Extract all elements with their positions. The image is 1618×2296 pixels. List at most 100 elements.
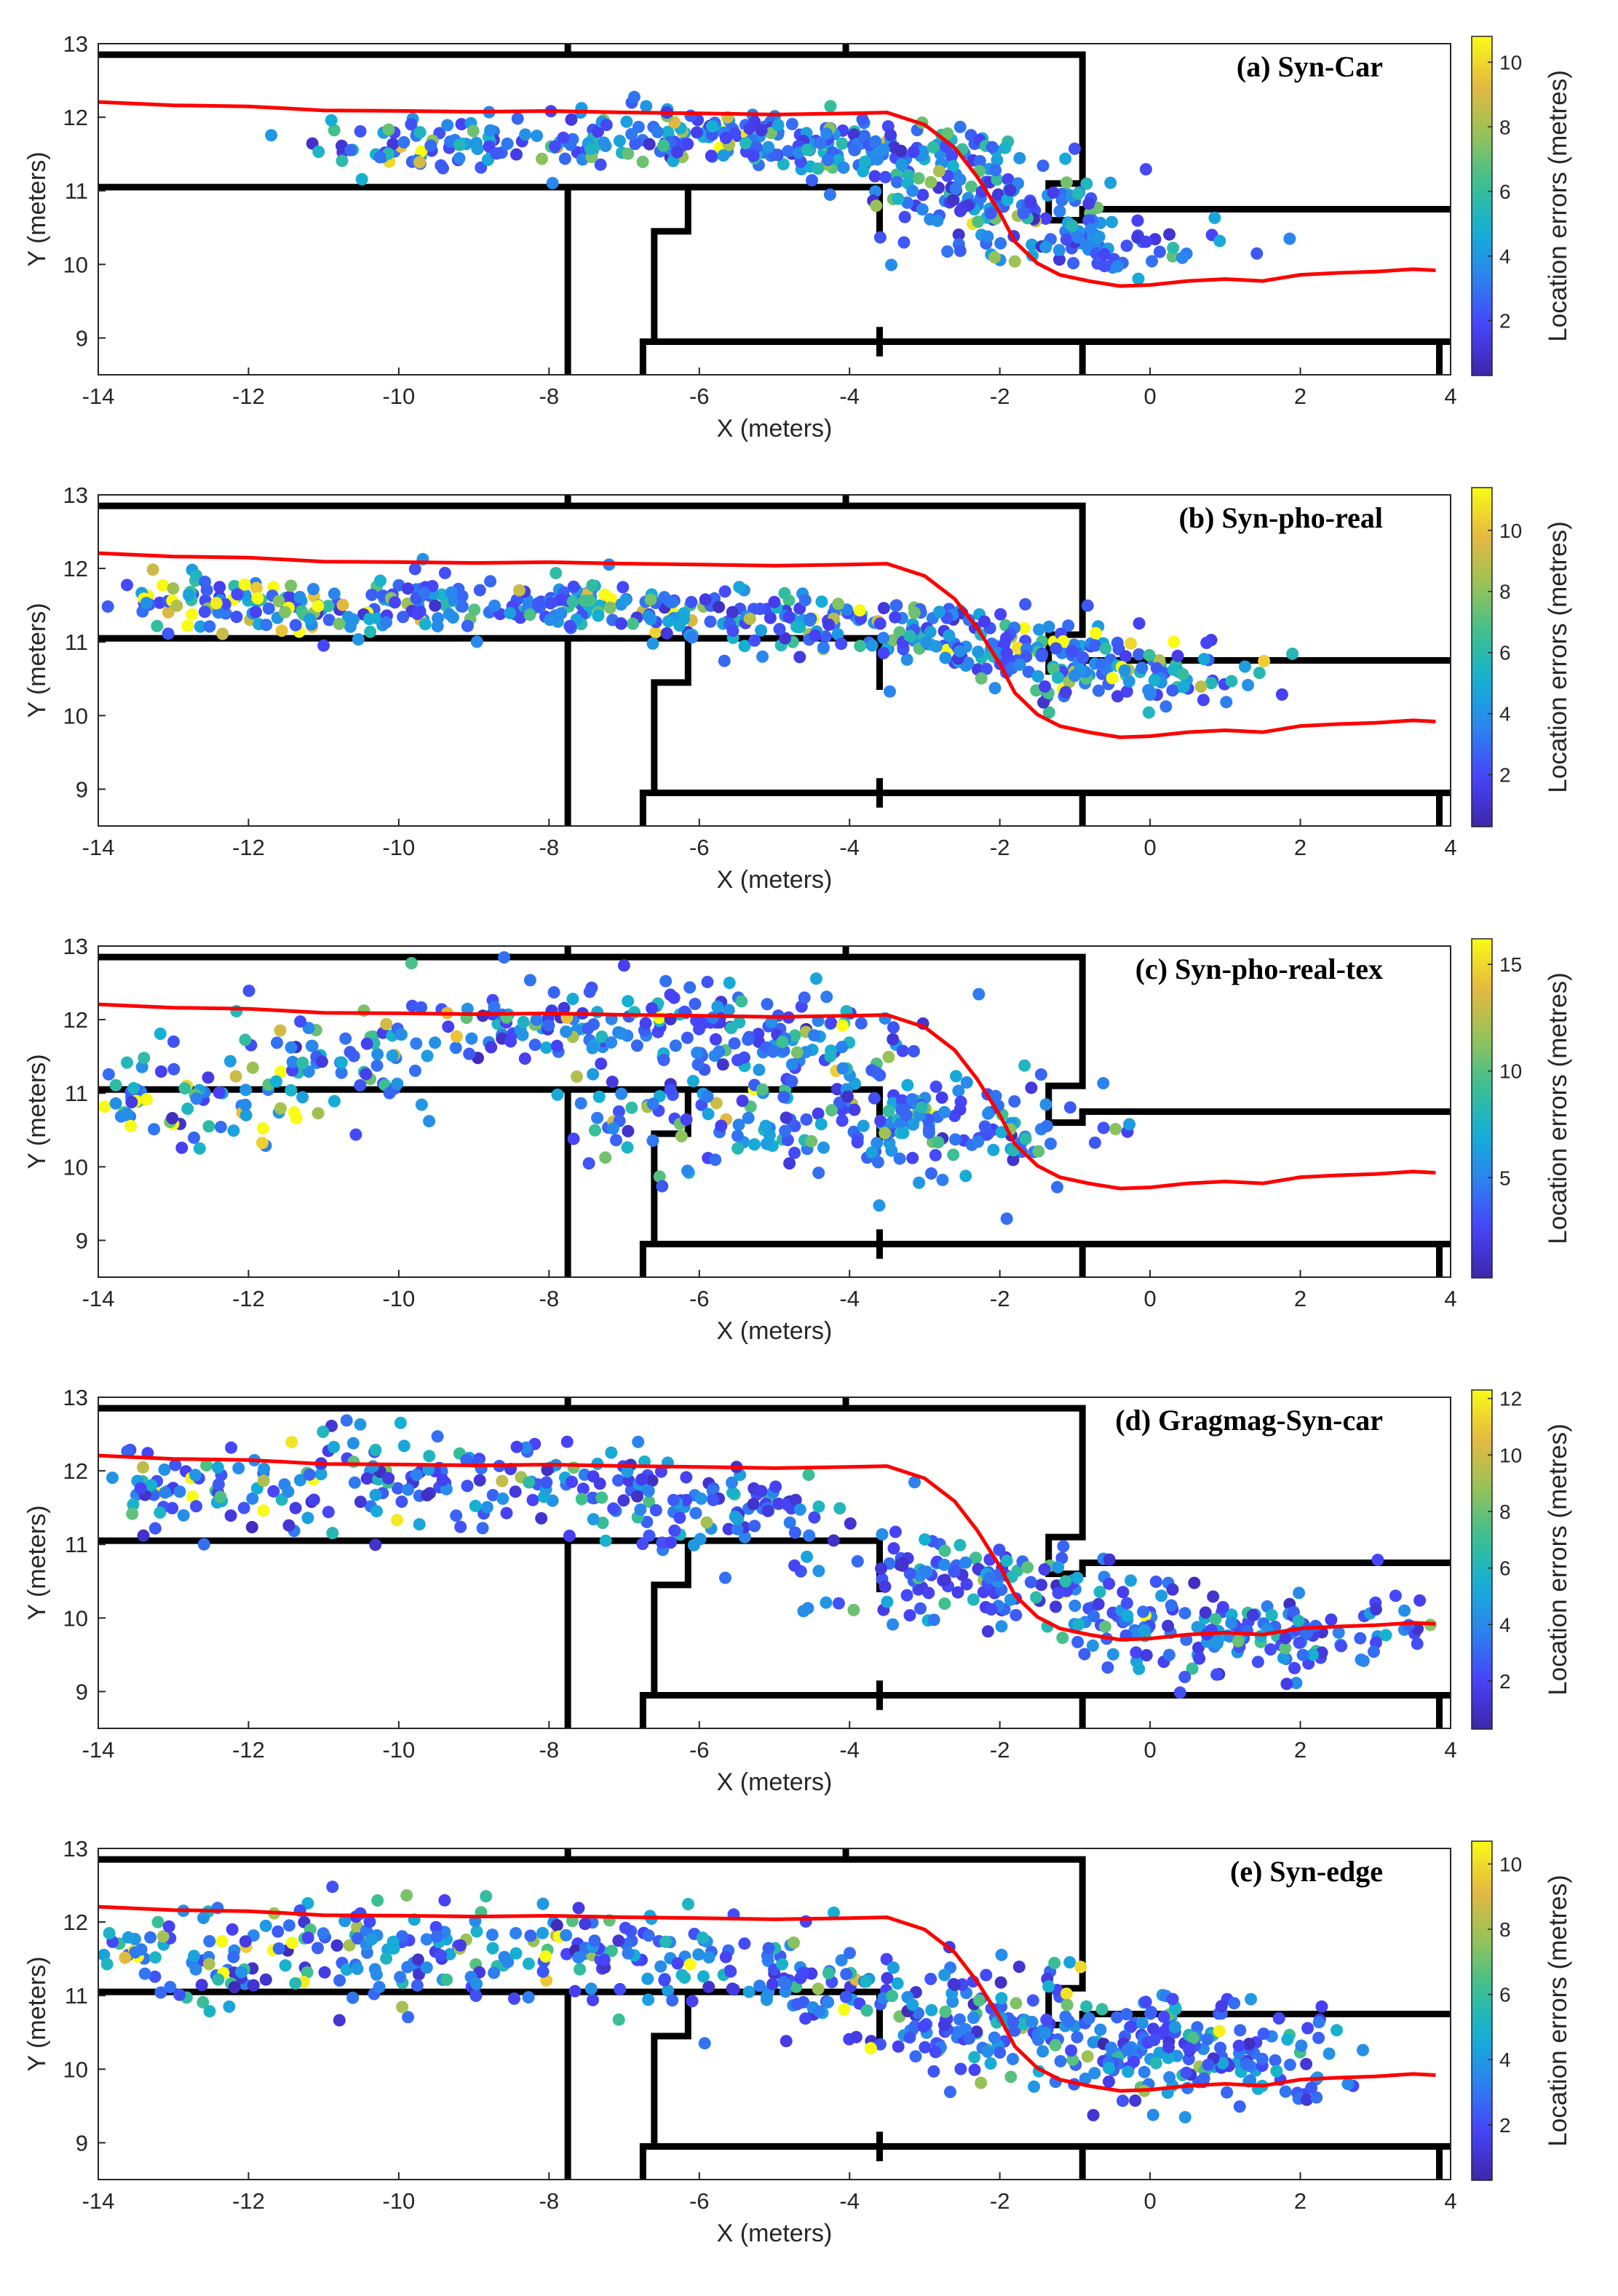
- data-point: [812, 1500, 825, 1513]
- x-tick-label: -10: [382, 835, 415, 860]
- data-point: [325, 114, 338, 127]
- data-point: [380, 1017, 393, 1030]
- x-tick-label: 2: [1294, 1286, 1306, 1311]
- data-point: [1007, 2016, 1020, 2029]
- data-point: [935, 1091, 948, 1104]
- data-point: [522, 1957, 535, 1970]
- data-point: [780, 1111, 793, 1124]
- data-point: [328, 587, 341, 600]
- data-point: [212, 1478, 225, 1491]
- data-point: [713, 600, 726, 613]
- data-point: [394, 1028, 407, 1041]
- data-point: [189, 1963, 202, 1976]
- data-point: [841, 603, 854, 616]
- data-point: [980, 1969, 993, 1982]
- data-point: [701, 975, 714, 988]
- data-point: [743, 612, 756, 625]
- data-point: [584, 1982, 598, 1995]
- data-point: [603, 601, 616, 614]
- x-tick-label: -10: [382, 1286, 415, 1311]
- data-point: [864, 2042, 877, 2054]
- data-point: [330, 1939, 344, 1952]
- data-point: [1177, 680, 1190, 694]
- data-point: [178, 1082, 191, 1095]
- data-point: [768, 595, 781, 608]
- data-point: [1142, 706, 1155, 719]
- data-point: [526, 1493, 539, 1506]
- data-point: [148, 1522, 162, 1535]
- data-point: [317, 1426, 330, 1438]
- data-point: [1004, 1593, 1017, 1606]
- x-tick-label: -2: [990, 2188, 1010, 2214]
- data-point: [1103, 1553, 1116, 1566]
- data-point: [485, 1041, 498, 1054]
- data-point: [396, 2001, 409, 2014]
- data-point: [203, 2005, 216, 2018]
- data-point: [431, 1430, 444, 1443]
- data-point: [389, 596, 401, 609]
- data-point: [1117, 1586, 1130, 1599]
- panel-title: (d) Gragmag-Syn-car: [1115, 1404, 1383, 1437]
- data-point: [522, 1991, 535, 2004]
- data-point: [953, 245, 967, 258]
- data-point: [583, 985, 596, 998]
- data-point: [694, 1533, 707, 1546]
- data-point: [383, 1087, 396, 1100]
- data-point: [848, 143, 861, 156]
- data-point: [919, 2041, 932, 2054]
- data-point: [1288, 1661, 1301, 1675]
- data-point: [1094, 2023, 1107, 2036]
- data-point: [328, 1095, 341, 1108]
- data-point: [1149, 2057, 1162, 2070]
- data-point: [347, 613, 360, 626]
- data-point: [1092, 1597, 1105, 1610]
- data-point: [879, 1127, 892, 1140]
- data-point: [978, 615, 991, 628]
- data-point: [1133, 648, 1146, 661]
- data-point: [822, 1966, 835, 1979]
- data-point: [726, 624, 739, 637]
- data-point: [1182, 2042, 1195, 2055]
- data-point: [1071, 1571, 1084, 1584]
- data-point: [869, 185, 882, 198]
- data-point: [351, 1962, 364, 1975]
- data-point: [162, 605, 175, 619]
- data-point: [1106, 672, 1119, 685]
- data-point: [600, 119, 613, 132]
- data-point: [1197, 694, 1210, 707]
- data-point: [1007, 2052, 1019, 2065]
- data-point: [435, 588, 448, 601]
- data-point: [167, 582, 180, 595]
- data-point: [1191, 2021, 1204, 2034]
- data-point: [797, 1995, 810, 2009]
- data-point: [1125, 2020, 1138, 2033]
- data-point: [1101, 1661, 1114, 1674]
- data-point: [847, 1603, 860, 1616]
- x-tick-label: -10: [382, 1737, 415, 1763]
- data-point: [701, 1090, 714, 1103]
- data-point: [860, 1975, 873, 1988]
- data-point: [868, 135, 881, 148]
- data-point: [1080, 239, 1093, 253]
- data-point: [690, 1014, 703, 1027]
- data-point: [805, 1135, 818, 1148]
- data-point: [736, 1095, 749, 1108]
- data-point: [1194, 680, 1207, 693]
- colorbar-label: Location errors (metres): [1544, 70, 1572, 341]
- data-point: [924, 175, 937, 188]
- data-point: [183, 589, 195, 602]
- data-point: [301, 1966, 314, 1979]
- data-point: [946, 159, 959, 172]
- data-point: [169, 1458, 182, 1471]
- y-tick-label: 11: [65, 629, 88, 655]
- data-point: [620, 115, 633, 128]
- data-point: [639, 1017, 652, 1030]
- data-point: [405, 118, 418, 131]
- data-point: [188, 1131, 200, 1144]
- data-point: [943, 629, 956, 642]
- colorbar-tick-label: 4: [1499, 2049, 1511, 2071]
- data-point: [972, 645, 985, 659]
- data-point: [804, 614, 817, 627]
- data-point: [892, 192, 905, 205]
- data-point: [871, 1156, 884, 1169]
